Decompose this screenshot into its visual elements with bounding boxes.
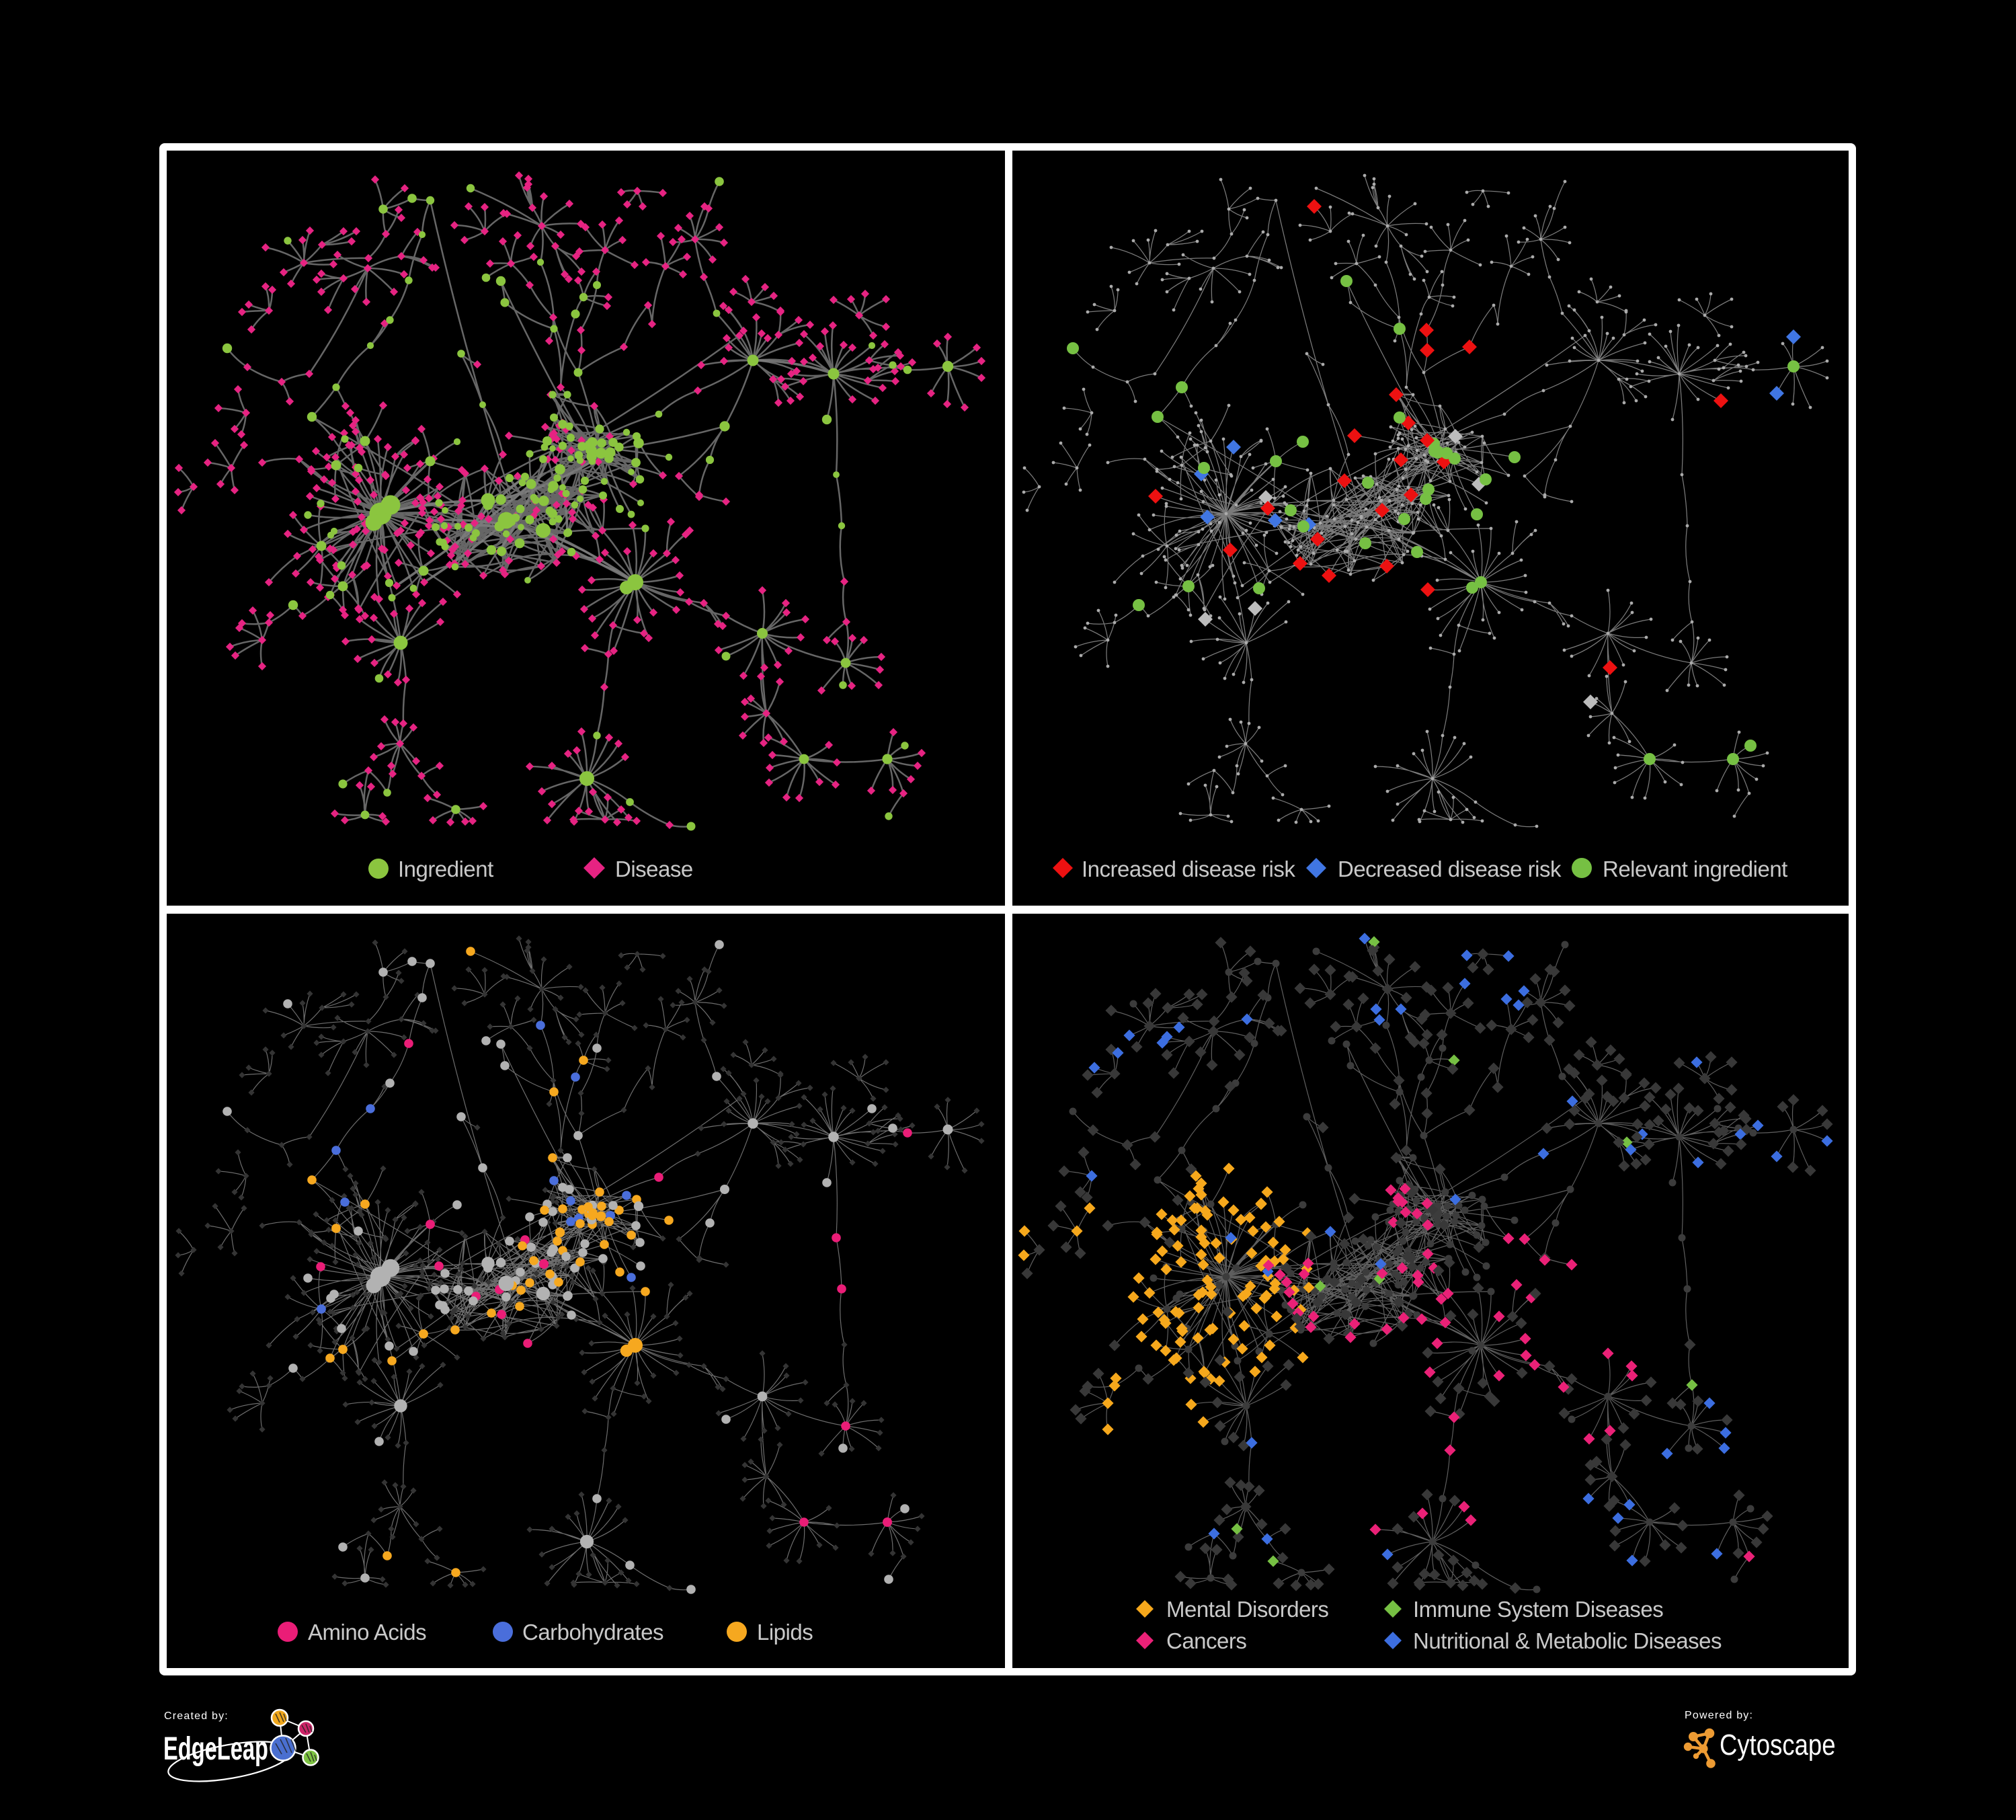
- svg-text:Powered by:: Powered by:: [1685, 1710, 1753, 1721]
- svg-text:EdgeLeap: EdgeLeap: [163, 1731, 268, 1767]
- svg-text:Created by:: Created by:: [164, 1710, 229, 1722]
- svg-text:Cytoscape: Cytoscape: [1720, 1728, 1836, 1762]
